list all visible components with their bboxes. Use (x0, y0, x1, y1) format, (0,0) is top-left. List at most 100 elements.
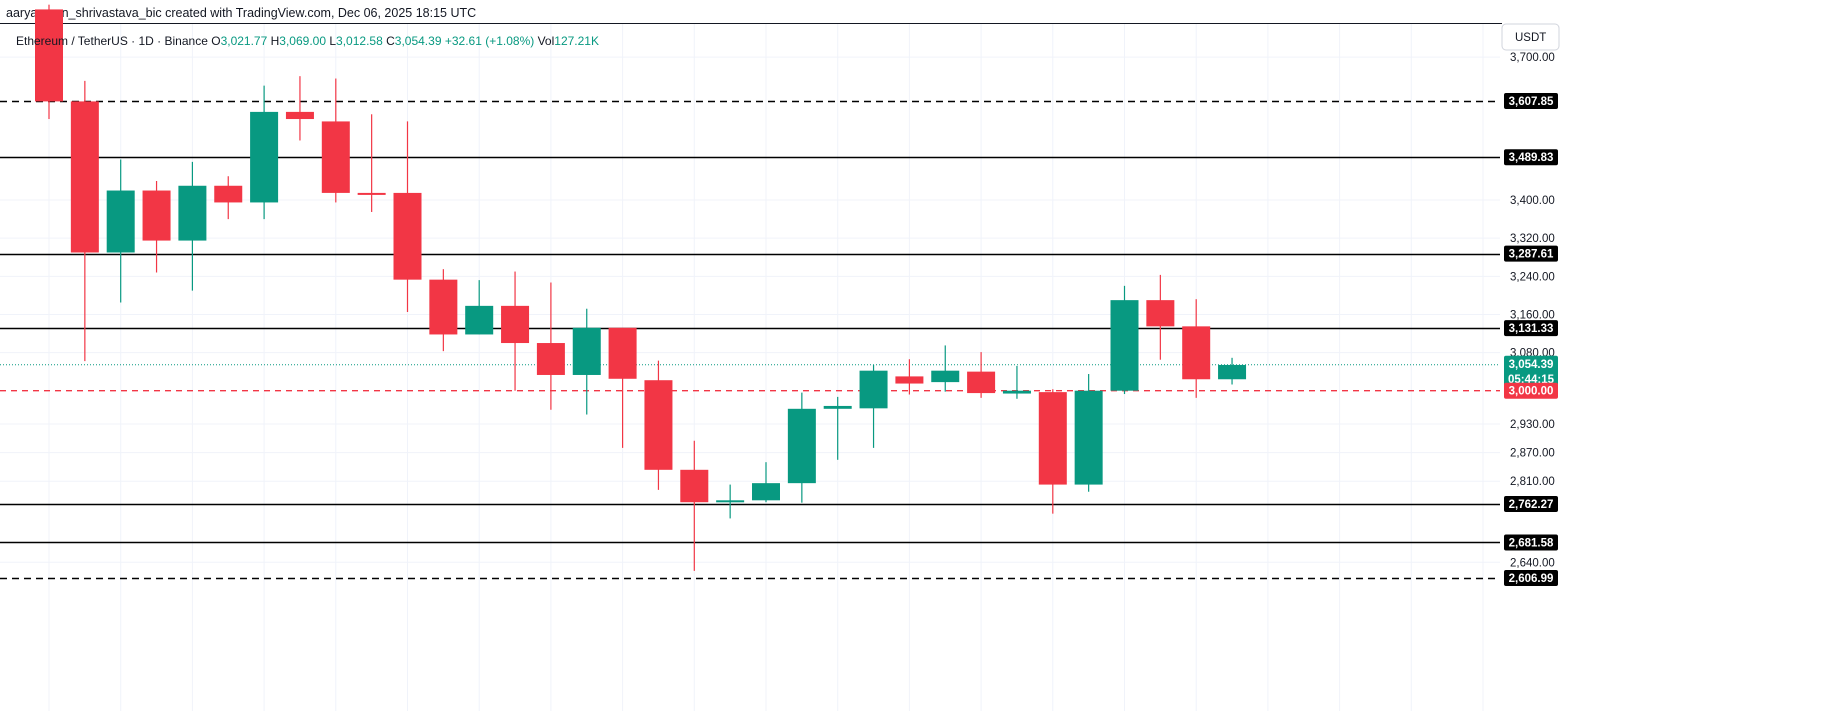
close-value: 3,054.39 (394, 34, 442, 48)
candle-up (931, 345, 960, 392)
candle-down (35, 4, 63, 120)
candle-body (142, 190, 171, 241)
candle-body (823, 405, 852, 409)
y-tick-label: 3,400.00 (1510, 195, 1555, 207)
candle-up (465, 280, 494, 335)
candle-body (787, 408, 816, 484)
candle-down (608, 327, 637, 448)
red-level-label: 3,000.00 (1504, 382, 1558, 399)
chart-credit: aaryamann_shrivastava_bic created with T… (6, 6, 477, 20)
candle-up (859, 364, 888, 448)
grid-lines (0, 23, 1502, 711)
candle-down (680, 440, 709, 571)
candle-body (357, 192, 386, 195)
low-value: 3,012.58 (336, 34, 383, 48)
candle-down (644, 360, 673, 490)
candle-down (536, 282, 565, 410)
low-label: L (329, 34, 337, 48)
candle-down (393, 121, 422, 313)
candle-up (1110, 285, 1139, 395)
candle-body (1074, 390, 1103, 485)
level-price-label: 3,489.83 (1504, 149, 1558, 166)
candle-up (716, 484, 745, 519)
support-resistance-levels (0, 100, 1500, 580)
candle-body (859, 370, 888, 409)
level-price-label-text: 2,606.99 (1509, 573, 1554, 585)
level-price-label-text: 3,489.83 (1509, 152, 1554, 164)
candle-body (393, 192, 422, 280)
candle-up (1002, 365, 1031, 399)
candle-body (967, 371, 996, 394)
candle-down (142, 180, 171, 273)
candle-body (321, 121, 350, 193)
y-tick-label: 3,320.00 (1510, 233, 1555, 245)
level-price-label: 2,681.58 (1504, 534, 1558, 551)
candle-body (285, 111, 314, 120)
y-tick-label: 2,930.00 (1510, 419, 1555, 431)
ohlc-legend: Ethereum / TetherUS · 1D · Binance O3,02… (16, 34, 599, 48)
candle-body (644, 380, 673, 470)
candle-up (823, 396, 852, 460)
candle-body (716, 500, 745, 503)
candle-down (70, 80, 99, 362)
candle-up (1218, 357, 1247, 385)
level-price-label: 3,287.61 (1504, 245, 1558, 262)
candle-body (536, 343, 565, 375)
level-price-label: 3,607.85 (1504, 93, 1558, 109)
close-label: C (386, 34, 395, 48)
candle-down (1146, 274, 1175, 360)
candle-body (1182, 326, 1211, 380)
level-price-label-box (1504, 245, 1558, 262)
candle-body (465, 305, 494, 335)
level-price-label-text: 3,607.85 (1509, 96, 1554, 108)
candle-down (285, 76, 314, 141)
candle-body (429, 279, 458, 335)
current-price-label-box (1504, 355, 1558, 388)
red-level-label-box (1504, 382, 1558, 399)
candle-up (250, 85, 279, 220)
candle-body (752, 483, 780, 501)
high-value: 3,069.00 (279, 34, 327, 48)
candle-up (787, 392, 816, 503)
candle-down (429, 269, 458, 352)
candle-up (178, 161, 207, 291)
candle-body (250, 111, 279, 203)
candle-body (1146, 300, 1175, 327)
candle-body (931, 370, 960, 383)
candle-up (106, 159, 135, 303)
candle-down (357, 114, 386, 212)
candle-down (321, 78, 350, 203)
high-label: H (270, 34, 280, 48)
y-tick-label: 2,870.00 (1510, 448, 1555, 460)
change-value: +32.61 (+1.08%) (444, 34, 535, 48)
level-price-label-text: 2,681.58 (1509, 537, 1554, 549)
symbol-name[interactable]: Ethereum / TetherUS · 1D · Binance (16, 34, 208, 48)
candle-body (214, 185, 243, 203)
candle-down (1038, 389, 1067, 514)
candle-down (967, 352, 996, 398)
level-price-label: 3,131.33 (1504, 320, 1558, 337)
y-tick-label: 3,700.00 (1510, 52, 1555, 64)
level-price-label-box (1504, 534, 1558, 551)
level-price-label-text: 3,131.33 (1509, 323, 1554, 335)
level-price-label: 2,762.27 (1504, 495, 1558, 512)
candle-body (501, 305, 530, 344)
level-price-label-text: 3,287.61 (1509, 249, 1554, 261)
candle-up (572, 308, 601, 415)
volume-label: Vol (537, 34, 555, 48)
candle-down (895, 359, 924, 395)
candle-body (680, 469, 709, 503)
candle-down (1182, 299, 1211, 398)
candle-body (572, 327, 601, 375)
level-price-label: 2,606.99 (1504, 570, 1558, 586)
candle-down (501, 271, 530, 391)
y-tick-label: 3,160.00 (1510, 309, 1555, 321)
y-tick-label: 2,810.00 (1510, 476, 1555, 488)
candle-up (752, 462, 780, 503)
currency-box (1501, 23, 1560, 51)
candle-body (1218, 364, 1247, 380)
candle-body (70, 101, 99, 253)
price-axis-labels: 3,607.85 3,489.83 3,287.61 3,131.33 2,762.27… (1504, 93, 1558, 586)
